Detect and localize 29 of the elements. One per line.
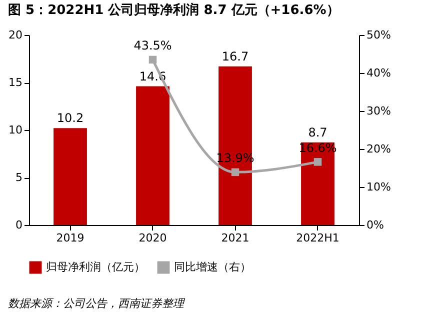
bar [136,86,170,225]
y-tick-label: 20 [8,28,22,42]
y-tick-label: 15 [8,76,22,89]
data-label: 16.7 [222,49,249,64]
legend-label: 同比增速（右） [174,260,251,274]
source-note: 数据来源：公司公告，西南证券整理 [8,296,186,311]
y2-tick-label: 40% [366,66,391,80]
x-tick-label: 2021 [221,232,250,244]
y2-tick-label: 20% [366,142,391,156]
y2-tick-label: 10% [366,180,391,194]
x-tick-label: 2019 [56,232,84,244]
data-label: 43.5% [134,38,172,53]
bar [218,66,252,225]
legend-label: 归母净利润（亿元） [46,260,145,274]
data-label: 8.7 [308,125,328,140]
y2-tick-label: 30% [366,104,391,118]
point [148,56,157,64]
x-tick-label: 2020 [138,232,167,244]
bar [54,128,87,225]
x-tick-label: 2022H1 [296,232,340,244]
point [314,158,322,166]
y-tick-label: 5 [16,171,22,184]
y2-tick-label: 50% [366,28,391,42]
y2-tick-label: 0% [366,218,384,232]
y-tick-label: 10 [8,124,22,136]
data-label: 10.2 [56,111,84,126]
y-tick-label: 0 [16,218,22,232]
chart-title: 图 5：2022H1 公司归母净利润 8.7 亿元（+16.6%） [8,2,340,18]
point [231,168,240,176]
